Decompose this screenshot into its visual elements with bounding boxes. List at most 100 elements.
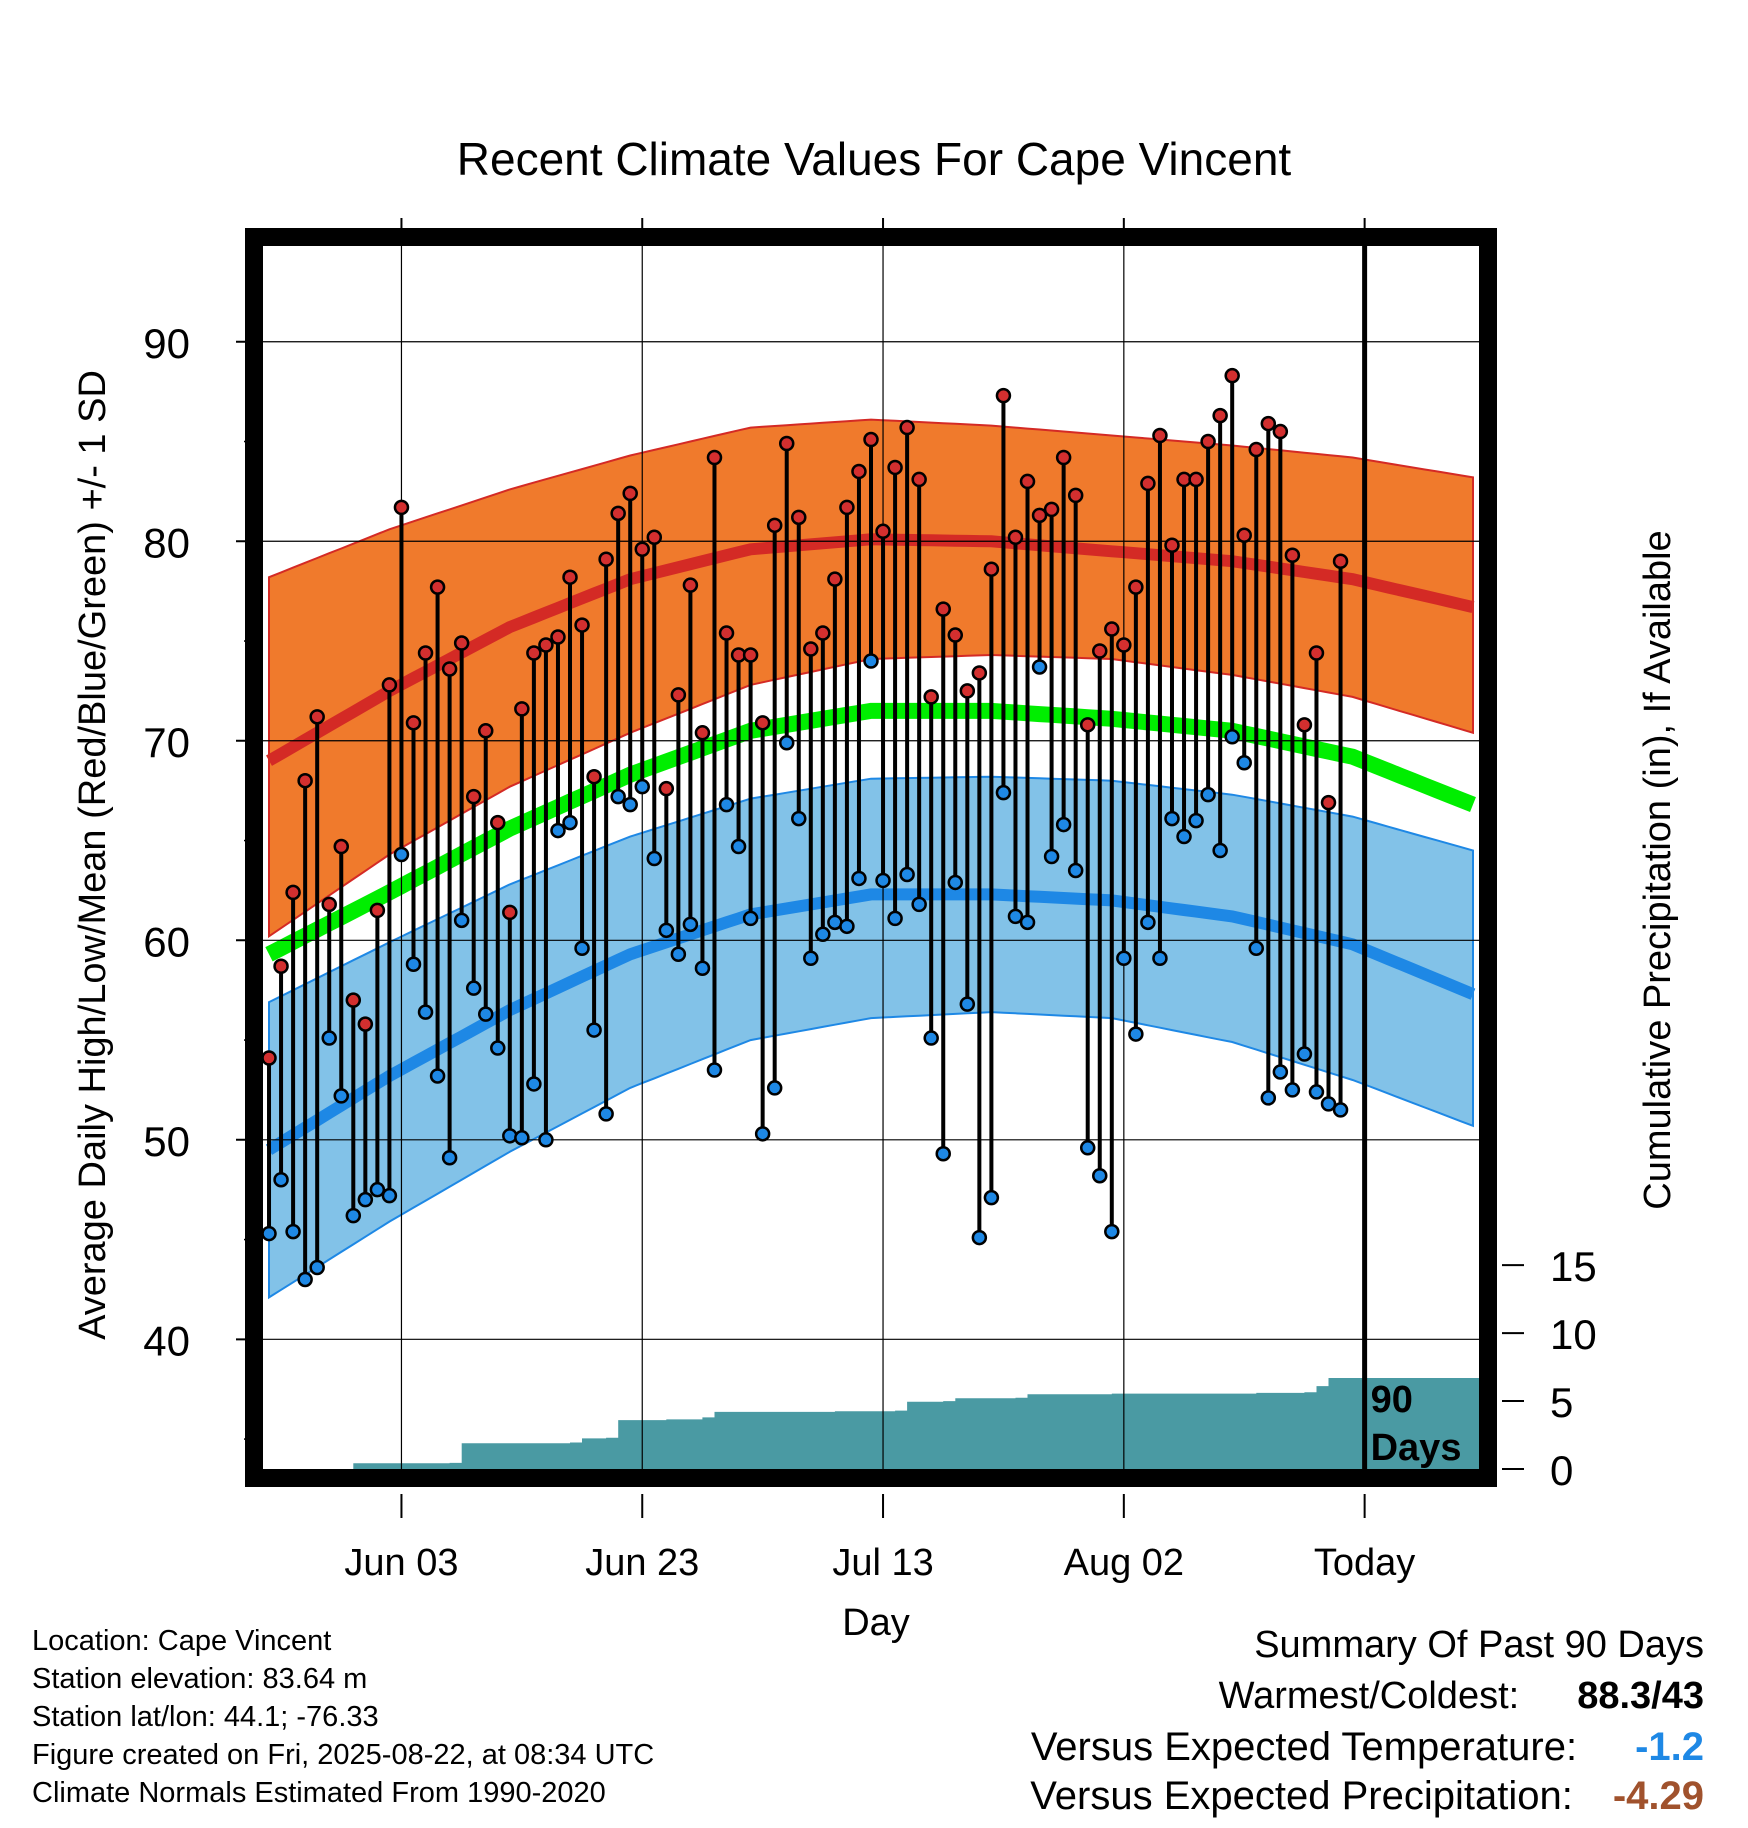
obs-high-point bbox=[369, 902, 386, 919]
y2-tick-label: 15 bbox=[1550, 1243, 1597, 1290]
obs-high-point bbox=[393, 499, 410, 516]
obs-high-point bbox=[1067, 487, 1084, 504]
obs-low-point bbox=[1067, 862, 1084, 879]
obs-high-point bbox=[995, 387, 1012, 404]
obs-low-point bbox=[502, 1128, 518, 1144]
obs-high-point bbox=[1055, 449, 1072, 466]
obs-low-point bbox=[730, 838, 747, 855]
obs-low-point bbox=[803, 950, 819, 967]
obs-low-point bbox=[1308, 1084, 1325, 1100]
obs-low-point bbox=[453, 912, 470, 929]
obs-high-point bbox=[1164, 537, 1180, 554]
obs-low-point bbox=[995, 784, 1012, 801]
obs-low-point bbox=[586, 1022, 602, 1038]
obs-low-point bbox=[1224, 729, 1240, 745]
obs-high-point bbox=[538, 637, 554, 653]
station-info: Location: Cape Vincent Station elevation… bbox=[32, 1622, 654, 1812]
y-tick-label: 80 bbox=[143, 519, 190, 566]
obs-high-point bbox=[357, 1016, 374, 1032]
obs-low-point bbox=[839, 918, 855, 935]
x-tick-label: Jul 13 bbox=[832, 1542, 933, 1584]
x-axis-label: Day bbox=[842, 1602, 910, 1644]
obs-low-point bbox=[815, 926, 831, 943]
obs-low-point bbox=[261, 1225, 277, 1242]
obs-low-point bbox=[670, 946, 687, 963]
obs-low-point bbox=[1152, 950, 1168, 967]
obs-low-point bbox=[1092, 1167, 1108, 1184]
obs-high-point bbox=[634, 541, 650, 558]
summary-warm-cold: Warmest/Coldest: 88.3/43 bbox=[1219, 1675, 1704, 1718]
obs-low-point bbox=[622, 796, 638, 813]
obs-low-point bbox=[851, 870, 867, 887]
x-tick-label: Jun 03 bbox=[344, 1542, 458, 1584]
chart-title: Recent Climate Values For Cape Vincent bbox=[457, 133, 1292, 185]
obs-low-point bbox=[1079, 1140, 1096, 1156]
y-tick-label: 90 bbox=[143, 320, 190, 367]
obs-high-point bbox=[1031, 507, 1048, 524]
obs-high-point bbox=[453, 635, 470, 651]
obs-low-point bbox=[465, 980, 482, 996]
obs-high-point bbox=[670, 687, 687, 703]
obs-high-point bbox=[911, 471, 927, 488]
precip-label: Versus Expected Precipitation: bbox=[1030, 1774, 1573, 1818]
obs-high-point bbox=[477, 723, 494, 739]
obs-high-point bbox=[586, 768, 602, 785]
obs-high-point bbox=[1128, 579, 1144, 595]
obs-high-point bbox=[1248, 441, 1265, 458]
obs-low-point bbox=[1272, 1064, 1289, 1080]
obs-low-point bbox=[598, 1106, 614, 1122]
obs-high-point bbox=[1308, 645, 1325, 661]
obs-high-point bbox=[490, 814, 506, 831]
obs-high-point bbox=[1260, 415, 1277, 432]
obs-low-point bbox=[947, 874, 964, 891]
obs-high-point bbox=[514, 701, 530, 717]
obs-high-point bbox=[1152, 427, 1168, 444]
y2-tick-label: 5 bbox=[1550, 1379, 1573, 1426]
obs-low-point bbox=[923, 1030, 939, 1046]
obs-high-point bbox=[333, 838, 350, 855]
obs-low-point bbox=[935, 1146, 951, 1162]
obs-high-point bbox=[297, 772, 313, 789]
obs-low-point bbox=[694, 960, 711, 976]
obs-low-point bbox=[574, 940, 590, 957]
days-annotation: 90 bbox=[1371, 1379, 1413, 1421]
obs-low-point bbox=[297, 1271, 313, 1288]
obs-high-point bbox=[526, 645, 542, 661]
obs-low-point bbox=[1019, 914, 1036, 931]
obs-low-point bbox=[405, 956, 422, 972]
obs-low-point bbox=[634, 778, 650, 795]
obs-low-point bbox=[1212, 842, 1228, 859]
obs-low-point bbox=[345, 1207, 362, 1224]
y-tick-label: 40 bbox=[143, 1317, 190, 1364]
obs-low-point bbox=[393, 846, 410, 863]
y2-axis-label: Cumulative Precipitation (in), If Availa… bbox=[1637, 530, 1679, 1209]
obs-low-point bbox=[1164, 810, 1180, 827]
obs-low-point bbox=[887, 910, 903, 927]
normals-text: Climate Normals Estimated From 1990-2020 bbox=[32, 1777, 606, 1809]
obs-low-point bbox=[381, 1187, 398, 1204]
obs-low-point bbox=[333, 1088, 350, 1104]
obs-low-point bbox=[1104, 1223, 1120, 1240]
obs-high-point bbox=[1140, 475, 1156, 492]
obs-high-point bbox=[598, 551, 614, 567]
obs-high-point bbox=[417, 645, 434, 661]
obs-high-point bbox=[405, 715, 422, 731]
obs-high-point bbox=[1212, 407, 1228, 424]
y-tick-label: 50 bbox=[143, 1118, 190, 1165]
obs-high-point bbox=[1188, 471, 1204, 488]
obs-low-point bbox=[1296, 1046, 1313, 1062]
obs-low-point bbox=[682, 916, 699, 933]
obs-low-point bbox=[1188, 812, 1204, 829]
obs-low-point bbox=[971, 1229, 988, 1246]
obs-low-point bbox=[550, 822, 566, 839]
latlon-text: Station lat/lon: 44.1; -76.33 bbox=[32, 1701, 379, 1733]
obs-low-point bbox=[1176, 828, 1192, 845]
obs-high-point bbox=[863, 431, 879, 448]
obs-low-point bbox=[429, 1068, 446, 1084]
obs-low-point bbox=[754, 1126, 771, 1142]
obs-high-point bbox=[1272, 423, 1289, 440]
obs-low-point bbox=[875, 872, 891, 889]
obs-low-point bbox=[1320, 1096, 1337, 1112]
obs-high-point bbox=[791, 509, 807, 526]
obs-low-point bbox=[911, 896, 927, 913]
